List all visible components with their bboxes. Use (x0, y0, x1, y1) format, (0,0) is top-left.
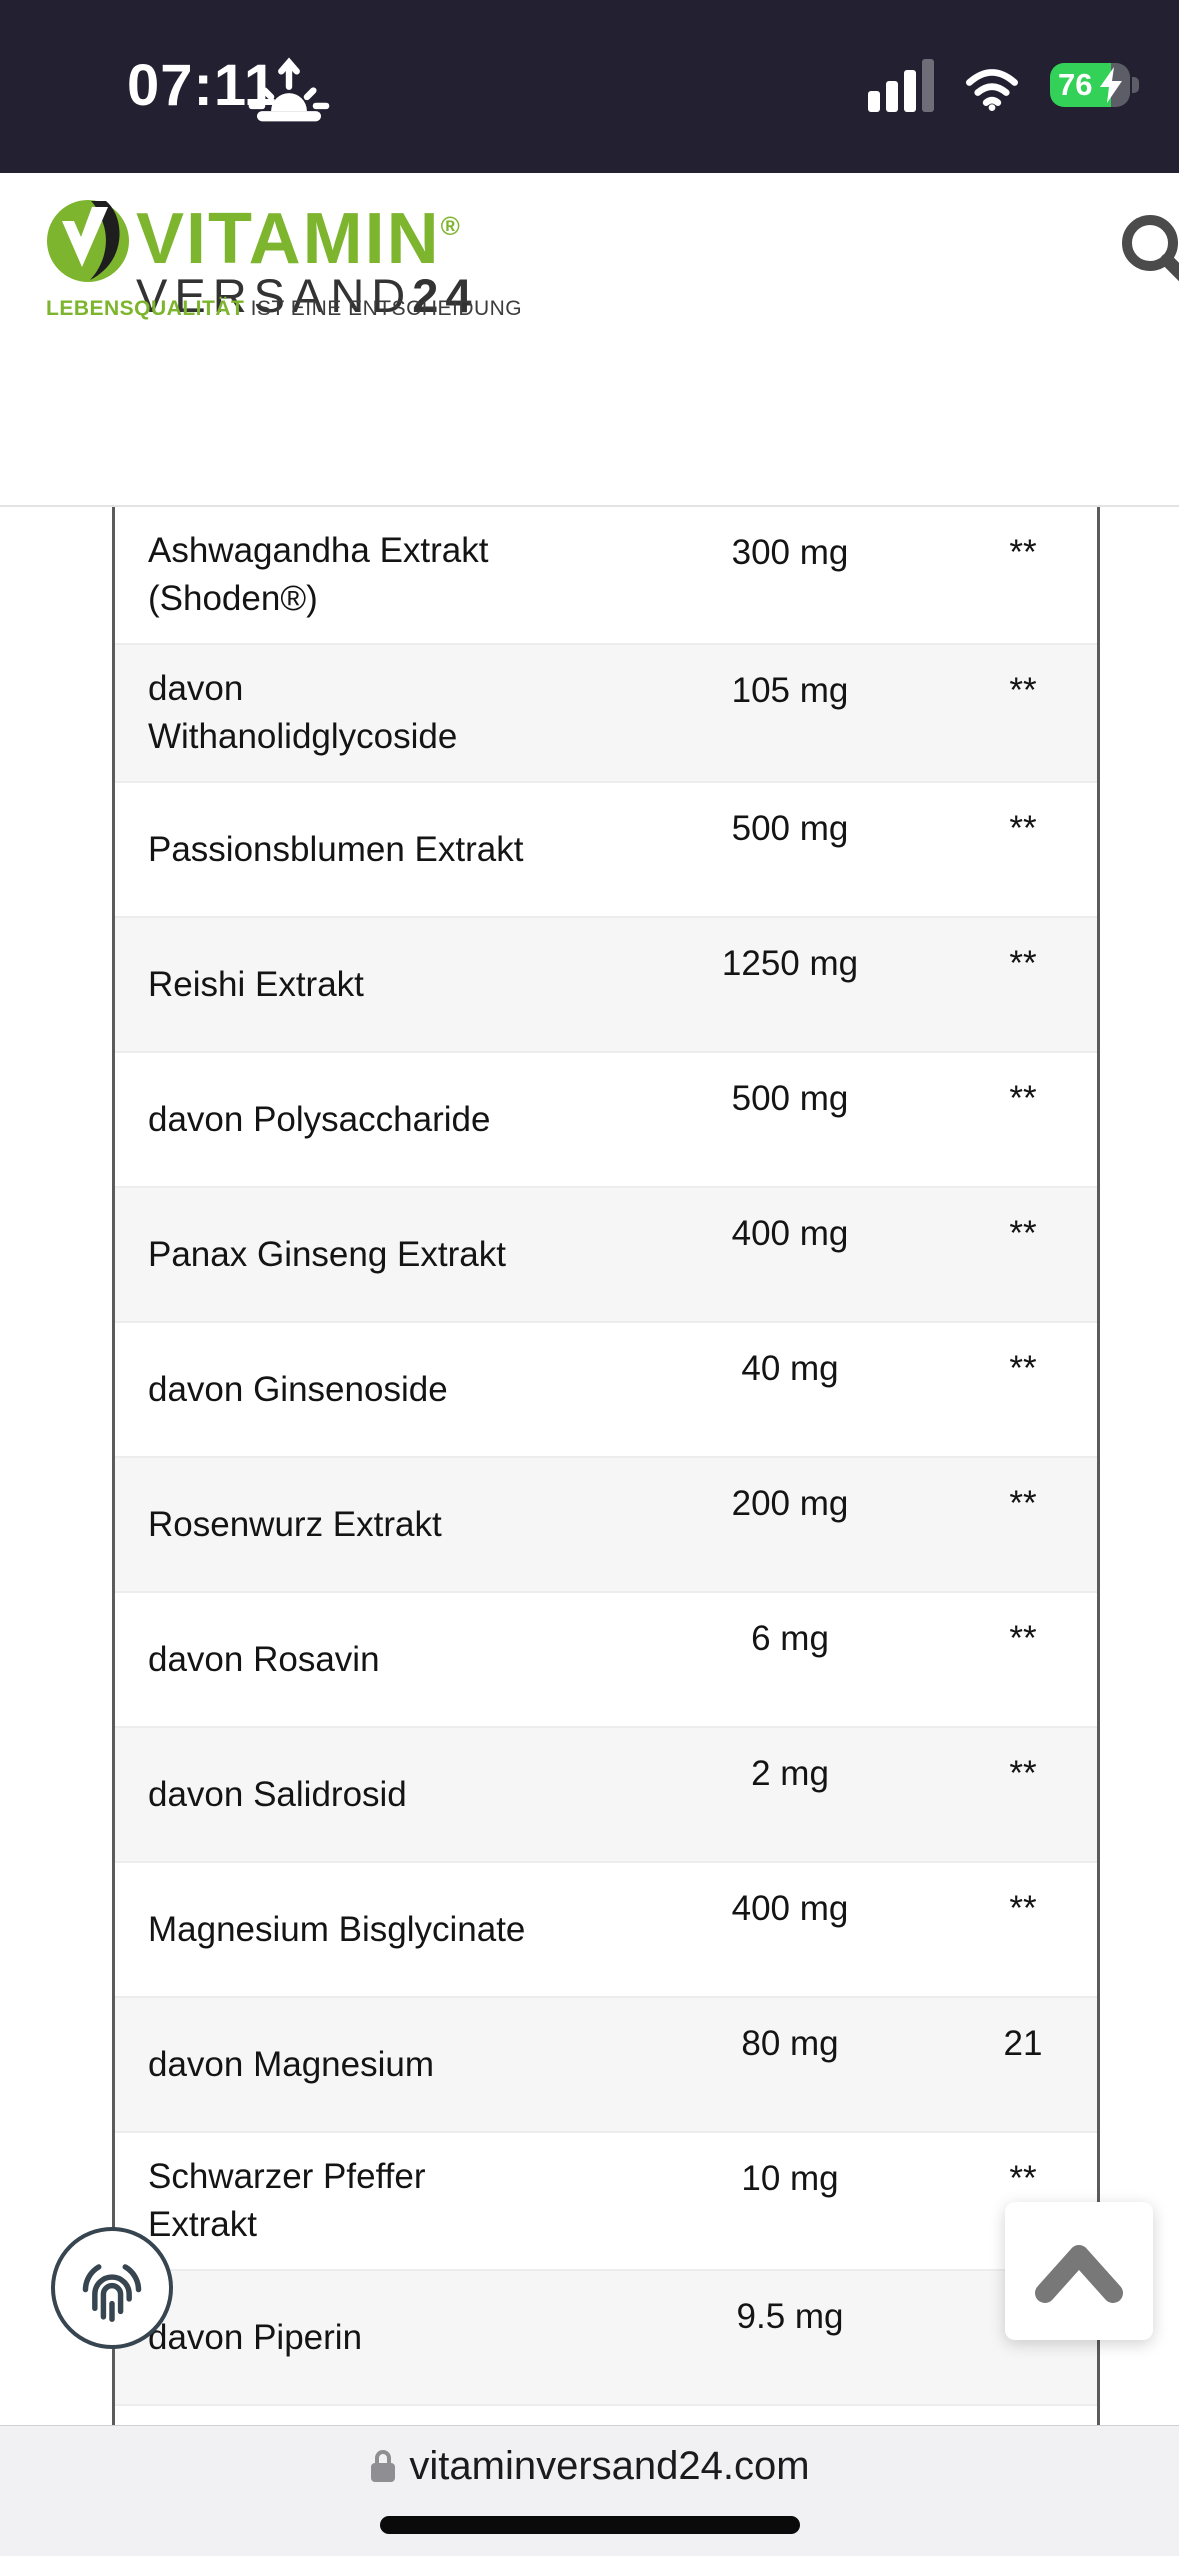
ingredient-amount: 80 mg (741, 2024, 839, 2063)
battery-indicator: 76 (1050, 63, 1139, 107)
battery-percent: 76 (1058, 67, 1093, 102)
table-row: Ashwagandha Extrakt (Shoden®) 300 mg ** (115, 507, 1097, 645)
search-button[interactable] (1118, 211, 1179, 303)
table-row: davon Salidrosid 2 mg ** (115, 1728, 1097, 1863)
ingredient-reference-value: 21 (1003, 2024, 1043, 2063)
ingredient-name: davon Magnesium (148, 2044, 434, 2084)
ingredient-reference-value: ** (1009, 809, 1037, 848)
fingerprint-icon (82, 2264, 142, 2322)
ingredient-amount: 200 mg (731, 1484, 849, 1523)
ingredient-amount: 300 mg (731, 533, 849, 572)
ingredient-name: Rosenwurz Extrakt (148, 1504, 442, 1544)
cellular-signal-icon (868, 59, 934, 112)
ingredient-reference-value: ** (1009, 1754, 1037, 1793)
table-row: Reishi Extrakt 1250 mg ** (115, 918, 1097, 1053)
logo[interactable]: VITAMIN® VERSAND24 (46, 193, 479, 320)
table-row: davon Piperin 9.5 mg ** (115, 2271, 1097, 2406)
table-row: Passionsblumen Extrakt 500 mg ** (115, 783, 1097, 918)
ingredient-name: Ashwagandha Extrakt (Shoden®) (148, 531, 489, 618)
ingredient-amount: 6 mg (751, 1619, 829, 1658)
browser-bottom-bar: vitaminversand24.com (0, 2425, 1179, 2556)
ingredient-reference-value: ** (1009, 2159, 1037, 2198)
ingredient-name: davon Ginsenoside (148, 1369, 448, 1409)
table-row: davon Rosavin 6 mg ** (115, 1593, 1097, 1728)
logo-text: VITAMIN® VERSAND24 (136, 193, 479, 320)
sunrise-alarm-icon (248, 57, 330, 122)
logo-word-vitamin: VITAMIN® (136, 199, 460, 279)
table-row: Rosenwurz Extrakt 200 mg ** (115, 1458, 1097, 1593)
url-bar[interactable]: vitaminversand24.com (0, 2440, 1179, 2492)
ingredient-name: Passionsblumen Extrakt (148, 829, 524, 869)
table-row: Panax Ginseng Extrakt 400 mg ** (115, 1188, 1097, 1323)
status-bar: 07:11 76 (0, 0, 1179, 173)
table-row: davon Withanolidglycoside 105 mg ** (115, 645, 1097, 783)
fingerprint-privacy-button[interactable] (51, 2227, 173, 2349)
lock-icon (371, 2450, 396, 2482)
table-row: davon Ginsenoside 40 mg ** (115, 1323, 1097, 1458)
ingredient-reference-value: ** (1009, 671, 1037, 710)
table-row: Schwarzer Pfeffer Extrakt 10 mg ** (115, 2133, 1097, 2271)
chevron-up-icon (1035, 2245, 1123, 2303)
ingredient-reference-value: ** (1009, 1079, 1037, 1118)
registered-mark: ® (440, 211, 460, 241)
ingredient-name: davon Salidrosid (148, 1774, 407, 1814)
ingredient-amount: 40 mg (741, 1349, 839, 1388)
ingredient-amount: 500 mg (731, 1079, 849, 1118)
ingredient-amount: 400 mg (731, 1889, 849, 1928)
logo-word-versand24: VERSAND24 (136, 269, 479, 322)
ingredient-name: davon Withanolidglycoside (148, 669, 458, 756)
logo-tagline: LEBENSQUALITÄT IST EINE ENTSCHEIDUNG (46, 297, 523, 320)
ingredient-amount: 2 mg (751, 1754, 829, 1793)
ingredient-reference-value: ** (1009, 944, 1037, 983)
url-text: vitaminversand24.com (409, 2443, 810, 2488)
site-header: VITAMIN® VERSAND24 LEBENSQUALITÄT IST EI… (0, 173, 1179, 582)
nutrition-table: Ashwagandha Extrakt (Shoden®) 300 mg ** … (112, 507, 1100, 2425)
table-top-divider (0, 505, 1179, 507)
ingredient-name: davon Piperin (148, 2317, 363, 2357)
search-icon (1122, 215, 1179, 282)
ingredient-reference-value: ** (1009, 1889, 1037, 1928)
ingredient-reference-value: ** (1009, 533, 1037, 572)
scroll-to-top-button[interactable] (1005, 2202, 1153, 2340)
ingredient-amount: 9.5 mg (736, 2297, 844, 2336)
ingredient-reference-value: ** (1009, 1349, 1037, 1388)
charging-bolt-icon (1100, 67, 1122, 103)
ingredient-reference-value: ** (1009, 1484, 1037, 1523)
logo-emblem-icon (47, 200, 129, 282)
table-row: Magnesium Bisglycinate 400 mg ** (115, 1863, 1097, 1998)
home-indicator[interactable] (380, 2516, 800, 2534)
ingredient-name: Magnesium Bisglycinate (148, 1909, 526, 1949)
ingredient-amount: 1250 mg (721, 944, 859, 983)
ingredient-reference-value: ** (1009, 1619, 1037, 1658)
table-row: davon Polysaccharide 500 mg ** (115, 1053, 1097, 1188)
ingredient-name: Schwarzer Pfeffer Extrakt (148, 2157, 426, 2244)
wifi-icon (966, 69, 1018, 111)
ingredient-amount: 105 mg (731, 671, 849, 710)
ingredient-amount: 500 mg (731, 809, 849, 848)
ingredient-reference-value: ** (1009, 1214, 1037, 1253)
ingredient-name: davon Rosavin (148, 1639, 380, 1679)
status-icons: 76 (868, 58, 1139, 112)
ingredient-amount: 10 mg (741, 2159, 839, 2198)
ingredient-amount: 400 mg (731, 1214, 849, 1253)
ingredient-name: Reishi Extrakt (148, 964, 364, 1004)
ingredient-name: Panax Ginseng Extrakt (148, 1234, 506, 1274)
table-row: davon Magnesium 80 mg 21 (115, 1998, 1097, 2133)
ingredient-name: davon Polysaccharide (148, 1099, 491, 1139)
